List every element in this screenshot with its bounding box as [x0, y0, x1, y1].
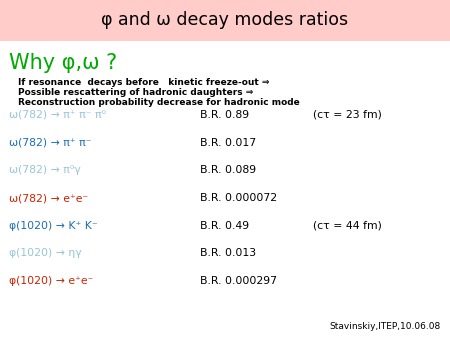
Text: (cτ = 23 fm): (cτ = 23 fm): [313, 110, 382, 120]
Text: Reconstruction probability decrease for hadronic mode: Reconstruction probability decrease for …: [18, 98, 300, 107]
Text: B.R. 0.000297: B.R. 0.000297: [200, 276, 277, 286]
Text: B.R. 0.013: B.R. 0.013: [200, 248, 256, 259]
Text: B.R. 0.89: B.R. 0.89: [200, 110, 249, 120]
Text: φ(1020) → e⁺e⁻: φ(1020) → e⁺e⁻: [9, 276, 94, 286]
Text: φ(1020) → K⁺ K⁻: φ(1020) → K⁺ K⁻: [9, 221, 98, 231]
Text: Why φ,ω ?: Why φ,ω ?: [9, 52, 117, 73]
Text: Stavinskiy,ITEP,10.06.08: Stavinskiy,ITEP,10.06.08: [330, 322, 441, 331]
Text: (cτ = 44 fm): (cτ = 44 fm): [313, 221, 382, 231]
Text: Possible rescattering of hadronic daughters ⇒: Possible rescattering of hadronic daught…: [18, 88, 253, 97]
Text: ω(782) → π⁺ π⁻ π⁰: ω(782) → π⁺ π⁻ π⁰: [9, 110, 106, 120]
Text: ω(782) → π⁰γ: ω(782) → π⁰γ: [9, 165, 81, 175]
Text: B.R. 0.089: B.R. 0.089: [200, 165, 256, 175]
Text: B.R. 0.49: B.R. 0.49: [200, 221, 249, 231]
Text: φ and ω decay modes ratios: φ and ω decay modes ratios: [101, 11, 349, 29]
Text: φ(1020) → ηγ: φ(1020) → ηγ: [9, 248, 82, 259]
Text: ω(782) → π⁺ π⁻: ω(782) → π⁺ π⁻: [9, 138, 91, 148]
FancyBboxPatch shape: [0, 0, 450, 41]
Text: B.R. 0.017: B.R. 0.017: [200, 138, 256, 148]
Text: ω(782) → e⁺e⁻: ω(782) → e⁺e⁻: [9, 193, 88, 203]
Text: If resonance  decays before   kinetic freeze-out ⇒: If resonance decays before kinetic freez…: [18, 78, 270, 87]
Text: B.R. 0.000072: B.R. 0.000072: [200, 193, 277, 203]
